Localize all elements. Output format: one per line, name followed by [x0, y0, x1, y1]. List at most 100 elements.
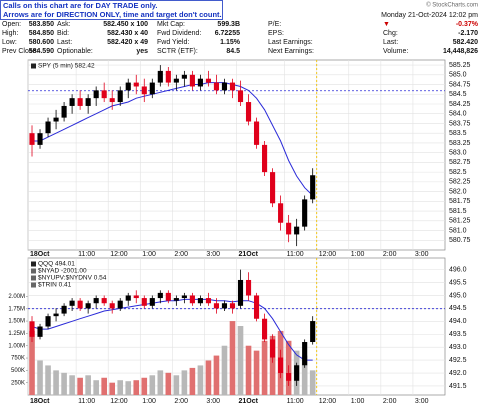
quote-label: Last: [383, 39, 398, 46]
quote-value: -2.170 [458, 30, 478, 37]
quote-value: 584.590 [29, 48, 54, 55]
quote-label: EPS: [268, 30, 284, 37]
candle-body [286, 222, 292, 235]
y-tick-label: 583.25 [449, 140, 471, 147]
quote-date: Monday 21-Oct-2024 12:02 pm [381, 12, 478, 19]
candle-body [125, 82, 131, 91]
candle-body [237, 90, 244, 103]
y-tick-label: 584.5 [449, 91, 467, 98]
y-tick-label: 585.0 [449, 72, 467, 79]
y-tick-label: 582.25 [449, 179, 471, 186]
candle-body [181, 295, 187, 299]
y2-tick-label: 1.25M [8, 331, 25, 337]
quote-label: High: [2, 30, 18, 37]
y-tick-label: 581.25 [449, 218, 471, 225]
quote-value: 1.15% [220, 39, 241, 46]
y-tick-label: 492.0 [449, 370, 467, 377]
y-tick-label: 585.25 [449, 62, 471, 69]
candle-body [101, 298, 107, 304]
volume-bar [189, 367, 196, 395]
candle-body [205, 78, 211, 83]
y-tick-label: 494.0 [449, 318, 467, 325]
x-tick-label: 11:00 [287, 251, 304, 258]
x-tick-label: 21Oct [239, 251, 259, 258]
candle-body [69, 300, 75, 306]
x-tick-label: 11:00 [78, 251, 95, 258]
volume-bar [77, 377, 83, 395]
x-tick-label: 1:00 [351, 398, 365, 405]
volume-bar [157, 370, 164, 395]
candle-body [197, 78, 203, 87]
candle-body [109, 98, 115, 103]
volume-bar [165, 372, 172, 395]
x-tick-label: 11:00 [287, 398, 304, 405]
volume-bar [117, 380, 124, 395]
candle-body [302, 342, 308, 366]
quote-label: ▼ [383, 21, 390, 28]
volume-bar [149, 375, 156, 395]
quote-value: 84.5 [226, 48, 240, 55]
candle-body [141, 86, 147, 95]
y-tick-label: 582.5 [449, 169, 467, 176]
quote-value: 582.420 x 49 [107, 39, 148, 46]
note-box [0, 0, 223, 20]
candle-body [189, 74, 195, 87]
candle-body [245, 279, 252, 296]
quote-value: 582.420 [453, 39, 478, 46]
candle-body [93, 298, 99, 304]
volume-bar [181, 370, 188, 395]
candle-body [109, 303, 115, 309]
quote-value: yes [136, 48, 148, 55]
candle-body [205, 298, 211, 304]
y-tick-label: 582.0 [449, 188, 467, 195]
candle-body [29, 321, 35, 337]
candle-body [286, 373, 292, 381]
moving-average [31, 298, 313, 361]
volume-bar [141, 377, 148, 395]
x-tick-label: 3:00 [415, 398, 429, 405]
legend-swatch [31, 261, 36, 267]
y2-tick-label: 1.00M [8, 343, 25, 349]
y2-tick-label: 2.00M [8, 294, 25, 300]
x-tick-label: 18Oct [30, 251, 50, 258]
y-tick-label: 495.5 [449, 279, 467, 286]
candle-body [302, 199, 308, 227]
candle-body [85, 303, 91, 309]
volume-bar [29, 330, 35, 395]
quote-label: Low: [2, 39, 17, 46]
x-tick-label: 3:00 [415, 251, 429, 258]
quote-value: 584.850 [29, 30, 54, 37]
note-line: Calls on this chart are for DAY TRADE on… [3, 1, 157, 10]
y2-tick-label: 750K [11, 356, 25, 362]
candle-body [133, 295, 139, 299]
x-tick-label: 12:00 [319, 251, 337, 258]
y2-tick-label: 250K [11, 380, 25, 386]
y-tick-label: 581.0 [449, 227, 467, 234]
volume-bar [93, 380, 99, 395]
candle-body [53, 117, 59, 122]
candle-body [278, 203, 284, 223]
quote-value: 599.3B [217, 21, 240, 28]
legend-label: SPY (5 min) 582.42 [38, 63, 95, 70]
volume-bar [45, 365, 51, 395]
y-tick-label: 583.0 [449, 150, 467, 157]
quote-label: Optionable: [57, 48, 93, 55]
volume-bar [197, 365, 204, 395]
volume-bar [229, 321, 236, 395]
quote-value: 14,448,826 [443, 48, 478, 55]
candle-body [149, 82, 155, 95]
volume-bar [253, 350, 260, 395]
x-tick-label: 2:00 [174, 251, 188, 258]
candle-body [125, 295, 131, 301]
candle-body [45, 121, 51, 134]
candle-body [165, 292, 171, 301]
legend-swatch [31, 268, 36, 274]
volume-bar [173, 375, 180, 395]
volume-bar [85, 375, 91, 395]
x-tick-label: 12:00 [110, 251, 128, 258]
quote-value: 583.850 [29, 21, 54, 28]
volume-bar [37, 360, 43, 395]
candle-body [197, 298, 203, 304]
volume-bar [221, 345, 228, 395]
y-tick-label: 581.5 [449, 208, 467, 215]
